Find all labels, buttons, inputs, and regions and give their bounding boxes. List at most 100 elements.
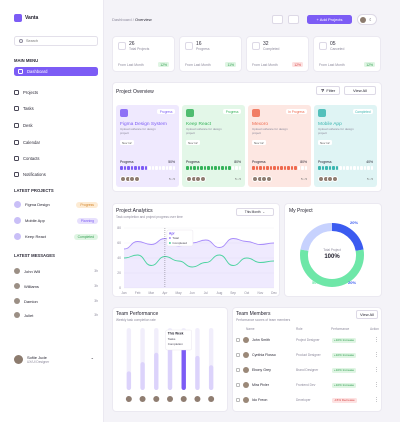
project-description: Upload software for design project <box>318 127 354 135</box>
message-item[interactable]: Damion 3h <box>14 297 98 305</box>
stat-label: Progress <box>196 47 210 51</box>
bar[interactable] <box>181 337 186 390</box>
table-row[interactable]: John Smith Project Designer +10% Increas… <box>236 334 386 346</box>
avatar-group <box>318 176 338 182</box>
project-avatar <box>14 217 21 224</box>
latest-project-item[interactable]: Mobile App Planning <box>14 216 98 225</box>
chat-icon[interactable] <box>272 15 283 24</box>
bar[interactable] <box>126 371 132 390</box>
project-date: Nov 12 <box>120 140 134 145</box>
member-role: Frontend Dev <box>296 383 316 387</box>
search-box[interactable] <box>14 36 98 46</box>
avatar <box>360 17 366 23</box>
message-item[interactable]: Juliet 3h <box>14 311 98 319</box>
project-title: Keep React <box>186 122 212 127</box>
table-row[interactable]: Mira Pixler Frontend Dev +10% Increase ⋮ <box>236 379 386 391</box>
table-row[interactable]: Cynthia Flosso Product Designer +10% Inc… <box>236 349 386 361</box>
table-row[interactable]: Ebony Grey Brand Designer +10% Increase … <box>236 364 386 376</box>
project-card[interactable]: In Progress Mexoro Upload software for d… <box>248 105 311 187</box>
row-checkbox[interactable] <box>236 353 240 357</box>
bar[interactable] <box>195 355 200 390</box>
progress-value: 40% <box>366 160 373 164</box>
progress-segment <box>158 166 162 170</box>
message-sender: Juliet <box>24 312 34 318</box>
user-role: UX/UI Designer <box>27 359 50 364</box>
more-icon[interactable]: ⋮ <box>374 382 379 388</box>
project-card[interactable]: Completed Mobile App Upload software for… <box>314 105 377 187</box>
stat-card-progress: 16 Progress From Last Month 11% <box>179 36 242 72</box>
performance-badge: +10% Increase <box>332 337 357 343</box>
add-projects-button[interactable]: + Add Projects <box>307 15 352 24</box>
progress-bar <box>318 166 374 170</box>
progress-label: Progress <box>252 160 266 164</box>
message-item[interactable]: Williams 3h <box>14 282 98 290</box>
status-badge: Progress <box>157 109 175 114</box>
team-view-all-button[interactable]: View All <box>356 310 378 319</box>
table-row[interactable]: Ido Freon Developer -15% Decrease ⋮ <box>236 394 386 406</box>
progress-label: Progress <box>318 160 332 164</box>
project-card[interactable]: Progress Figma Design System Upload soft… <box>116 105 179 187</box>
progress-segment <box>252 166 255 170</box>
stat-value: 05 <box>330 41 336 47</box>
row-checkbox[interactable] <box>236 398 240 402</box>
sidebar-item-dashboard[interactable]: Dashboard <box>14 67 98 76</box>
message-item[interactable]: John Will 3h <box>14 267 98 275</box>
row-checkbox[interactable] <box>236 383 240 387</box>
project-date: Nov 12 <box>318 140 332 145</box>
sidebar-item-desk[interactable]: Desk <box>14 121 33 130</box>
theme-toggle[interactable]: ☾ <box>357 14 377 25</box>
filter-button[interactable]: ⧩ Filter <box>316 86 340 95</box>
sidebar-item-notifications[interactable]: Notifications <box>14 170 46 179</box>
more-icon[interactable]: ⋮ <box>374 397 379 403</box>
avatar <box>125 396 132 402</box>
stat-value: 26 <box>129 41 135 47</box>
search-input[interactable] <box>26 39 86 43</box>
latest-project-item[interactable]: Figma Design Progress <box>14 200 98 209</box>
project-card[interactable]: Progress Keep React Upload software for … <box>182 105 245 187</box>
bell-icon[interactable] <box>288 15 299 24</box>
chevron-down-icon[interactable]: ⌄ <box>90 355 94 360</box>
period-select[interactable]: This Month ⌄ <box>236 208 274 216</box>
series-area <box>124 238 274 288</box>
status-badge: Progress <box>223 109 241 114</box>
view-all-button[interactable]: View All <box>344 86 376 95</box>
more-icon[interactable]: ⋮ <box>374 337 379 343</box>
progress-segment <box>200 166 203 170</box>
row-checkbox[interactable] <box>236 338 240 342</box>
tooltip-title: Apr <box>169 232 176 236</box>
bar[interactable] <box>208 365 214 390</box>
avatar <box>14 268 20 274</box>
brand-logo-icon <box>14 14 22 22</box>
sidebar-item-tasks[interactable]: Tasks <box>14 104 34 113</box>
progress-segment <box>123 166 127 170</box>
progress-segment <box>141 166 144 170</box>
progress-segment <box>301 166 304 170</box>
avatar <box>139 396 146 402</box>
status-badge: Completed <box>73 233 98 240</box>
sidebar-item-projects[interactable]: Projects <box>14 88 38 97</box>
sidebar-item-contacts[interactable]: Contacts <box>14 154 40 163</box>
project-description: Upload software for design project <box>120 127 156 135</box>
bar[interactable] <box>140 362 145 390</box>
folder-icon <box>118 42 126 50</box>
tooltip-row-label: Tasks <box>168 337 176 341</box>
member-name: Ido Freon <box>252 398 268 402</box>
more-icon[interactable]: ⋮ <box>374 352 379 358</box>
breadcrumb-root[interactable]: Dashboard <box>112 17 132 22</box>
avatar <box>243 397 249 403</box>
message-time: 3h <box>94 269 98 273</box>
y-tick-label: 20 <box>117 271 121 275</box>
search-icon <box>19 39 23 43</box>
progress-label: Progress <box>120 160 134 164</box>
latest-project-item[interactable]: Keep React Completed <box>14 232 98 241</box>
stat-value: 32 <box>263 41 269 47</box>
bar[interactable] <box>154 352 159 390</box>
user-profile[interactable]: Sofiie Jude UX/UI Designer ⌄ <box>14 350 98 368</box>
more-icon[interactable]: ⋮ <box>374 367 379 373</box>
row-checkbox[interactable] <box>236 368 240 372</box>
sidebar-item-calendar[interactable]: Calendar <box>14 138 40 147</box>
progress-segment <box>172 166 176 170</box>
progress-segment <box>196 166 200 170</box>
bar[interactable] <box>167 345 173 390</box>
